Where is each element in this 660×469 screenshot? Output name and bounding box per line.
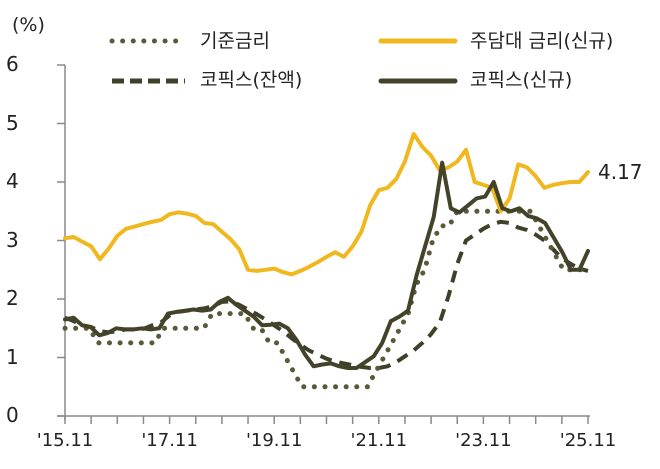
- x-tick-label: '25.11: [559, 430, 617, 451]
- y-tick-label: 1: [6, 344, 19, 369]
- y-tick-label: 6: [6, 52, 19, 76]
- y-tick-label: 5: [6, 110, 19, 135]
- legend-label: 코픽스(신규): [470, 69, 573, 91]
- x-tick-label: '17.11: [141, 430, 198, 451]
- y-axis-unit: (%): [12, 14, 45, 36]
- series-mortgage-rate: [63, 132, 590, 277]
- end-value-label: 4.17: [598, 160, 643, 184]
- legend-label: 주담대 금리(신규): [470, 30, 614, 52]
- x-tick-label: '23.11: [455, 430, 512, 451]
- y-tick-label: 2: [6, 286, 19, 310]
- x-tick-label: '15.11: [36, 430, 94, 451]
- x-tick-label: '21.11: [350, 430, 408, 451]
- legend-item-base-rate: 기준금리: [200, 26, 270, 53]
- legend-item-cofix-balance: 코픽스(잔액): [200, 65, 302, 92]
- legend-item-cofix-new: 코픽스(신규): [470, 65, 572, 92]
- legend-item-mortgage-rate: 주담대 금리(신규): [470, 26, 613, 53]
- y-tick-label: 4: [6, 169, 19, 193]
- series-cofix-balance: [64, 219, 589, 370]
- legend-label: 코픽스(잔액): [200, 69, 303, 91]
- y-tick-label: 0: [6, 403, 19, 427]
- x-tick-label: '19.11: [245, 430, 303, 451]
- legend-label: 기준금리: [200, 30, 270, 52]
- series-cofix-new: [63, 160, 590, 370]
- series-base-rate: [62, 208, 591, 390]
- y-tick-label: 3: [6, 227, 19, 252]
- axes: [57, 64, 590, 424]
- legend-swatches: [109, 38, 458, 84]
- series-group: [62, 132, 591, 390]
